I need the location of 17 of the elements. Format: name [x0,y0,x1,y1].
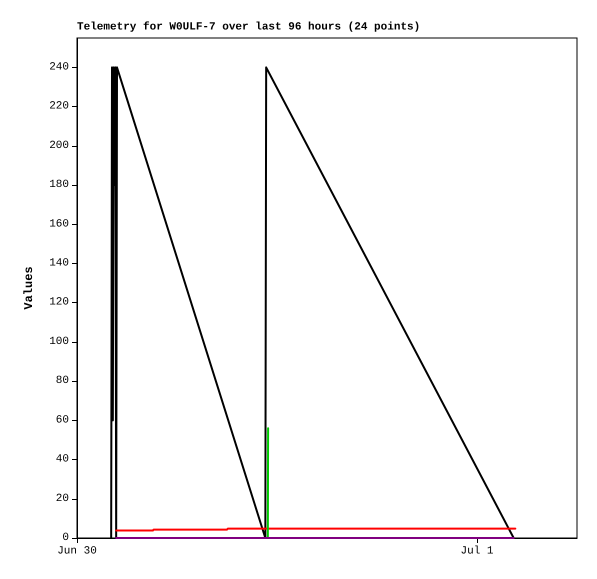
y-tick-label: 140 [49,257,69,270]
y-tick-label: 240 [49,61,69,74]
y-tick-label: 200 [49,140,69,152]
y-tick-label: 80 [56,375,69,388]
y-tick-label: 20 [56,492,69,505]
x-tick-label: Jun 30 [57,546,97,558]
y-tick-label: 40 [56,454,69,466]
y-tick-label: 180 [49,179,69,192]
y-tick-label: 220 [49,100,69,113]
y-tick-label: 60 [56,414,69,426]
x-tick-label: Jul 1 [460,546,494,558]
y-axis-title: Values [22,266,36,310]
y-tick-label: 100 [49,336,69,348]
y-tick-label: 160 [49,218,69,230]
y-tick-label: 120 [49,296,69,309]
y-tick-label: 0 [62,532,69,544]
chart-title: Telemetry for W0ULF-7 over last 96 hours (24 points) [77,20,420,34]
